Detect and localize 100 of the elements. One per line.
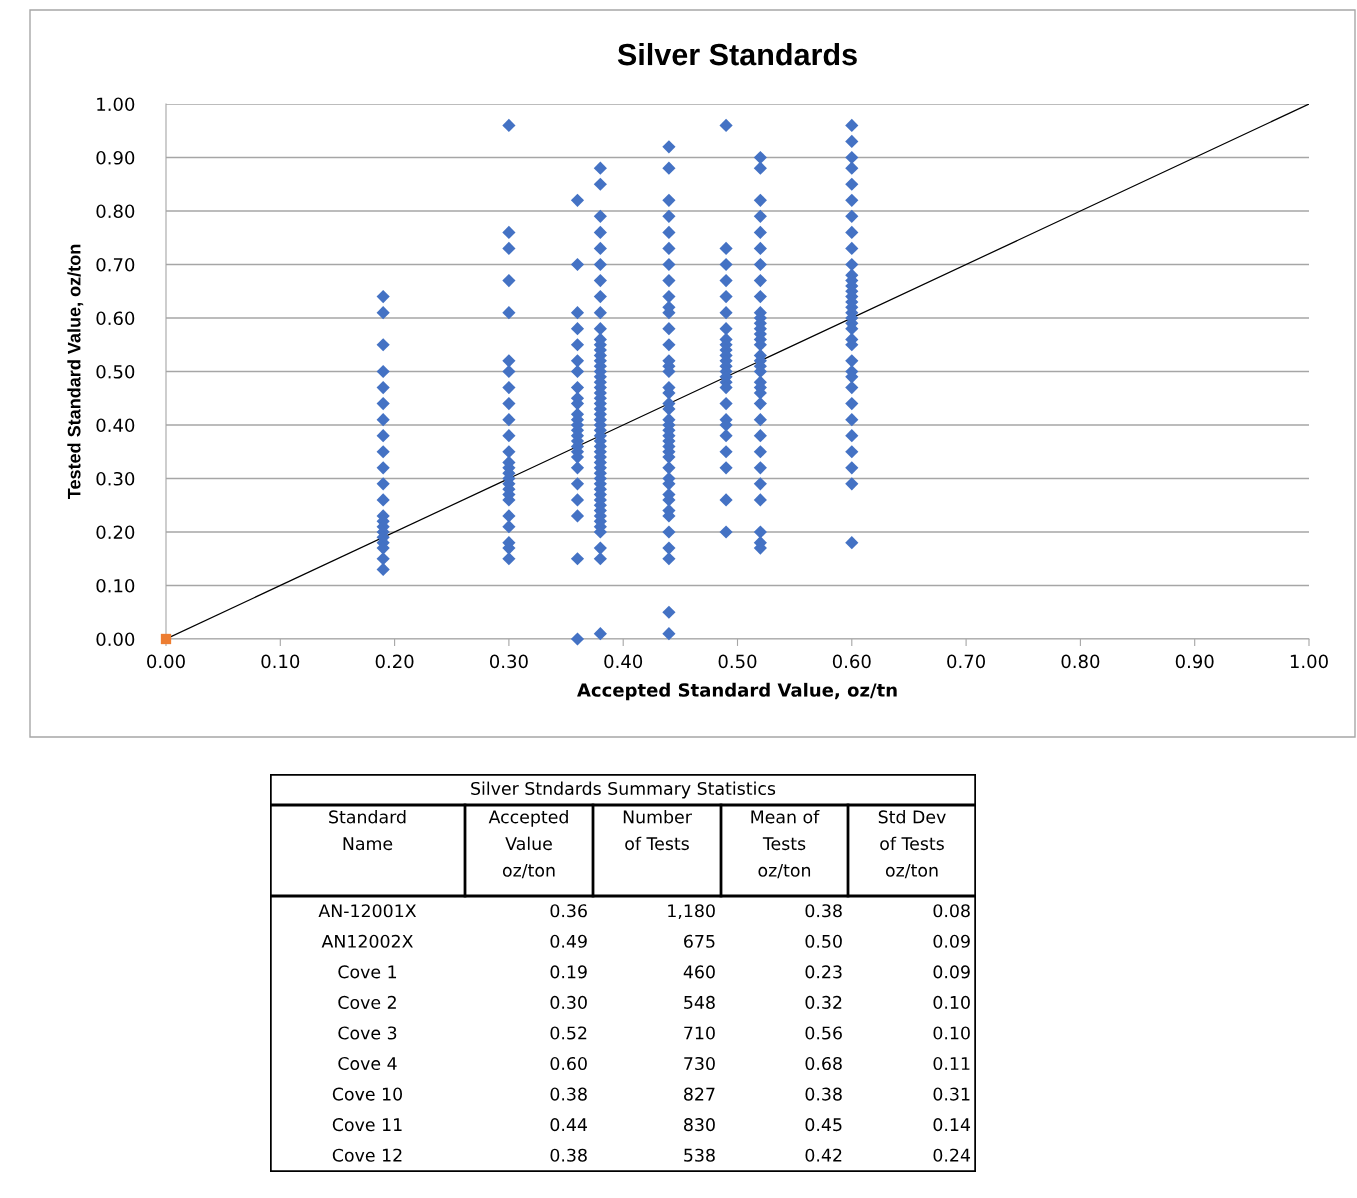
text: 0.10 (933, 1026, 970, 1040)
point (719, 493, 733, 507)
point (845, 461, 859, 475)
point (376, 445, 390, 459)
y-tick-label: 0.80 (96, 204, 135, 219)
point (753, 429, 767, 443)
x-tick-label: 0.80 (1061, 654, 1100, 669)
point (753, 413, 767, 427)
text: 0.45 (805, 1118, 842, 1132)
point (719, 257, 733, 272)
point (662, 161, 676, 175)
point (593, 290, 607, 304)
point (845, 193, 859, 207)
category-label: Mean of Tests oz/ton (751, 810, 820, 879)
x-tick-label: 0.90 (1175, 654, 1214, 669)
category-label: AN12002X (321, 934, 413, 948)
point (570, 354, 585, 368)
point (845, 150, 859, 165)
category-label: Accepted Value oz/ton (488, 810, 568, 879)
point (376, 380, 390, 395)
y-tick-label: 0.20 (96, 525, 135, 540)
point (845, 241, 859, 256)
point (570, 257, 585, 272)
point (376, 477, 390, 491)
point (753, 209, 767, 223)
point (502, 273, 516, 288)
point (845, 429, 859, 443)
point (570, 306, 585, 320)
category-label: Cove 4 (338, 1056, 397, 1071)
point (502, 520, 516, 534)
x-tick-label: 0.30 (489, 654, 528, 669)
x-tick-label: 1.00 (1290, 654, 1328, 669)
x-tick-label: 0.70 (947, 654, 985, 669)
point (845, 209, 859, 223)
text: 0.08 (933, 904, 970, 918)
point (570, 493, 585, 507)
point (593, 177, 607, 191)
point (845, 257, 859, 272)
point (502, 364, 516, 379)
point (719, 525, 733, 539)
text: 710 (684, 1026, 715, 1040)
y-tick-label: 0.50 (96, 364, 135, 379)
point (845, 477, 859, 491)
text: 548 (684, 995, 715, 1009)
point (753, 241, 767, 256)
text: 0.36 (550, 904, 587, 918)
text: 0.11 (933, 1056, 970, 1071)
point (502, 241, 516, 256)
point (845, 118, 859, 132)
point (662, 257, 676, 272)
point (662, 525, 676, 539)
point (845, 134, 859, 149)
y-tick-label: 1.00 (97, 97, 135, 112)
point (376, 562, 390, 577)
text: 0.38 (805, 1087, 842, 1101)
text: 0.44 (550, 1118, 588, 1132)
point (502, 552, 516, 566)
point (719, 445, 733, 459)
point (570, 193, 585, 207)
point (376, 552, 390, 566)
point (376, 429, 390, 443)
point (593, 552, 607, 566)
point (753, 150, 767, 165)
point (593, 209, 607, 223)
point (753, 257, 767, 272)
point (593, 257, 607, 272)
point (662, 541, 676, 555)
text: 0.23 (805, 965, 842, 979)
category-label: Cove 1 (338, 965, 397, 979)
point (502, 225, 516, 239)
point (662, 209, 676, 223)
x-tick-label: 0.50 (718, 654, 757, 669)
point (662, 273, 676, 288)
text: Silver Stndards Summary Statistics (471, 781, 776, 799)
point (593, 322, 607, 336)
point (845, 413, 859, 427)
y-axis-title: Tested Standard Value, oz/ton (67, 244, 84, 500)
point (719, 241, 733, 256)
text: 0.42 (805, 1148, 842, 1162)
point (845, 536, 859, 550)
point (570, 322, 585, 336)
point (719, 461, 733, 475)
point (719, 273, 733, 288)
point (570, 509, 585, 523)
y-tick-label: 0.10 (96, 578, 135, 593)
point (719, 290, 733, 304)
point (502, 397, 516, 411)
text: 460 (683, 965, 715, 979)
point (719, 306, 733, 320)
point (570, 461, 585, 475)
point (593, 627, 607, 641)
y-tick-label: 0.00 (96, 632, 135, 647)
point (662, 461, 676, 475)
point (719, 322, 733, 336)
text: 0.31 (933, 1087, 970, 1101)
point (662, 552, 676, 566)
x-tick-label: 0.00 (147, 654, 185, 669)
point (376, 364, 390, 379)
point (662, 605, 676, 619)
point (662, 338, 676, 352)
